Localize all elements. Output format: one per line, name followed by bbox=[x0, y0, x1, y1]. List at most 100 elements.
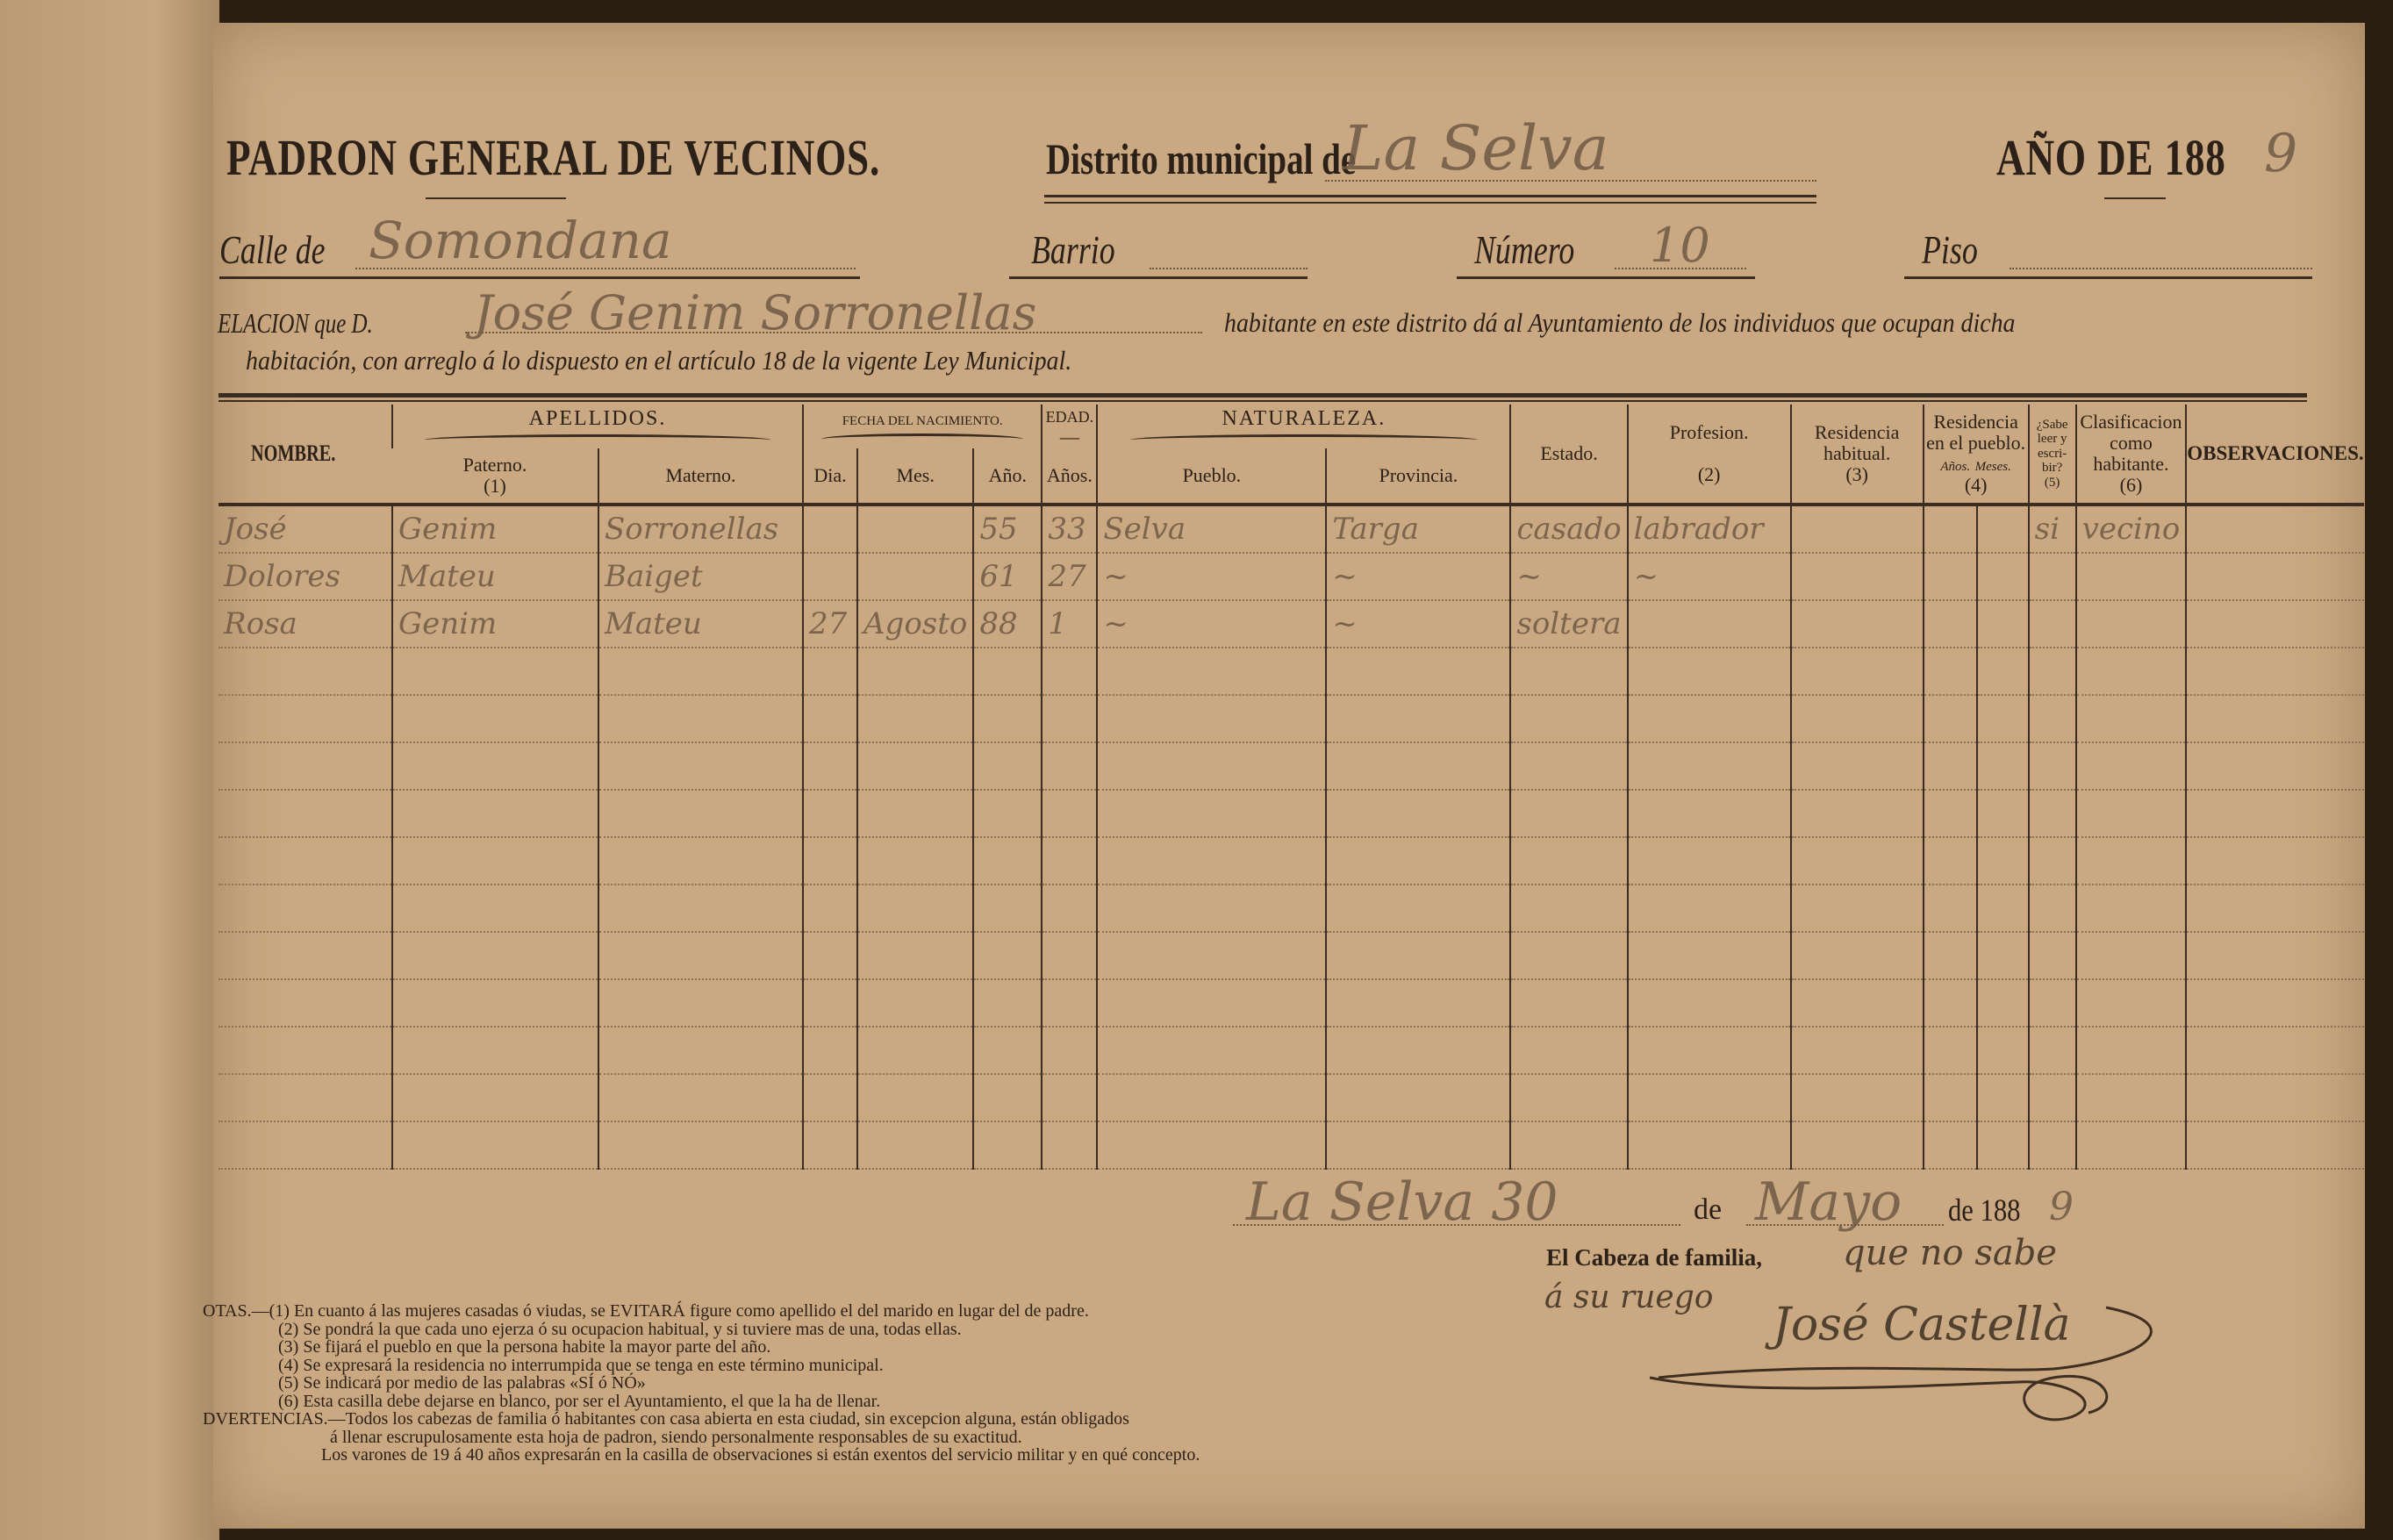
table-row bbox=[219, 648, 2364, 696]
barrio-rule bbox=[1009, 276, 1308, 279]
cell-residencia-meses bbox=[1975, 885, 2029, 933]
cell-mes bbox=[856, 1121, 974, 1170]
cell-paterno bbox=[391, 695, 598, 743]
cell-pueblo bbox=[1096, 742, 1327, 791]
district-rule bbox=[1044, 195, 1816, 197]
cell-profesion bbox=[1626, 837, 1791, 885]
signature-name: José Castellà bbox=[1773, 1299, 2071, 1351]
cell-clasificacion bbox=[2074, 742, 2187, 791]
cell-profesion bbox=[1626, 979, 1791, 1028]
cell-provincia bbox=[1325, 932, 1511, 980]
cell-dia bbox=[802, 1074, 857, 1122]
cell-pueblo: ~ bbox=[1096, 600, 1327, 648]
cell-observaciones bbox=[2185, 600, 2364, 648]
cell-provincia bbox=[1325, 790, 1511, 838]
cell-materno bbox=[598, 742, 803, 791]
cell-observaciones bbox=[2185, 505, 2364, 554]
cell-residencia-meses bbox=[1975, 837, 2029, 885]
cell-pueblo bbox=[1096, 790, 1327, 838]
cell-residencia-anos bbox=[1922, 742, 1977, 791]
cell-residencia-meses bbox=[1975, 1027, 2029, 1075]
table-row: Dolores Mateu Baiget 61 27 ~ ~ ~ ~ bbox=[219, 553, 2364, 601]
cell-anio bbox=[972, 1121, 1042, 1170]
cell-nombre bbox=[219, 742, 392, 791]
cell-pueblo bbox=[1096, 885, 1327, 933]
col-observaciones: OBSERVACIONES. bbox=[2185, 405, 2364, 506]
cell-observaciones bbox=[2185, 695, 2364, 743]
cell-residencia-habitual bbox=[1789, 932, 1924, 980]
cell-mes: Agosto bbox=[856, 600, 974, 648]
cell-residencia-habitual bbox=[1789, 837, 1924, 885]
piso-rule bbox=[1904, 276, 2312, 279]
cell-residencia-meses bbox=[1975, 1121, 2029, 1170]
cell-paterno bbox=[391, 932, 598, 980]
cell-residencia-anos bbox=[1922, 553, 1977, 601]
cell-dia bbox=[802, 553, 857, 601]
cell-nombre bbox=[219, 790, 392, 838]
cell-clasificacion bbox=[2074, 1074, 2187, 1122]
cell-clasificacion bbox=[2074, 648, 2187, 696]
cell-nombre bbox=[219, 695, 392, 743]
cell-residencia-anos bbox=[1922, 695, 1977, 743]
cell-nombre bbox=[219, 1027, 392, 1075]
cell-sabe-leer bbox=[2027, 979, 2076, 1028]
date-year-digit: 9 bbox=[2049, 1185, 2074, 1229]
cell-clasificacion bbox=[2074, 1121, 2187, 1170]
cell-observaciones bbox=[2185, 1027, 2364, 1075]
cell-paterno bbox=[391, 648, 598, 696]
cell-sabe-leer: si bbox=[2027, 505, 2076, 554]
cell-sabe-leer bbox=[2027, 600, 2076, 648]
cell-anio: 55 bbox=[972, 505, 1042, 554]
cell-anio bbox=[972, 837, 1042, 885]
signature-flourish bbox=[1650, 1306, 2153, 1422]
cell-residencia-meses bbox=[1975, 932, 2029, 980]
cell-edad bbox=[1041, 1027, 1098, 1075]
col-profesion: Profesion. (2) bbox=[1626, 405, 1791, 506]
cell-dia bbox=[802, 932, 857, 980]
table-row bbox=[219, 979, 2364, 1028]
cell-anio bbox=[972, 1027, 1042, 1075]
cell-edad: 33 bbox=[1041, 505, 1098, 554]
cell-mes bbox=[856, 837, 974, 885]
month-underline bbox=[1746, 1224, 1944, 1226]
cell-pueblo: ~ bbox=[1096, 553, 1327, 601]
cell-estado: ~ bbox=[1509, 553, 1628, 601]
cell-provincia bbox=[1325, 1027, 1511, 1075]
cell-anio bbox=[972, 979, 1042, 1028]
cell-nombre bbox=[219, 932, 392, 980]
cell-mes bbox=[856, 885, 974, 933]
street-underline bbox=[355, 268, 856, 269]
cell-paterno: Mateu bbox=[391, 553, 598, 601]
cell-sabe-leer bbox=[2027, 932, 2076, 980]
group-naturaleza: NATURALEZA. bbox=[1096, 405, 1511, 448]
col-anio: Año. bbox=[972, 448, 1042, 506]
cell-estado bbox=[1509, 932, 1628, 980]
cell-residencia-anos bbox=[1922, 648, 1977, 696]
cell-mes bbox=[856, 1074, 974, 1122]
cell-edad: 27 bbox=[1041, 553, 1098, 601]
cell-materno: Mateu bbox=[598, 600, 803, 648]
cell-anio bbox=[972, 695, 1042, 743]
cell-residencia-anos bbox=[1922, 885, 1977, 933]
cell-sabe-leer bbox=[2027, 837, 2076, 885]
cell-pueblo bbox=[1096, 979, 1327, 1028]
col-estado: Estado. bbox=[1509, 405, 1628, 506]
cell-paterno bbox=[391, 742, 598, 791]
cell-sabe-leer bbox=[2027, 1027, 2076, 1075]
cell-clasificacion bbox=[2074, 1027, 2187, 1075]
cell-provincia bbox=[1325, 837, 1511, 885]
cell-materno bbox=[598, 1027, 803, 1075]
col-clasificacion: Clasificacion como habitante. (6) bbox=[2074, 405, 2187, 506]
cell-profesion bbox=[1626, 1027, 1791, 1075]
cell-residencia-anos bbox=[1922, 1121, 1977, 1170]
cell-nombre: Rosa bbox=[219, 600, 392, 648]
cell-residencia-meses bbox=[1975, 553, 2029, 601]
cell-dia bbox=[802, 742, 857, 791]
cell-paterno bbox=[391, 1027, 598, 1075]
form-title: PADRON GENERAL DE VECINOS. bbox=[226, 129, 881, 186]
cell-nombre bbox=[219, 885, 392, 933]
cell-paterno bbox=[391, 885, 598, 933]
cell-residencia-habitual bbox=[1789, 885, 1924, 933]
cell-profesion bbox=[1626, 695, 1791, 743]
cell-clasificacion bbox=[2074, 979, 2187, 1028]
